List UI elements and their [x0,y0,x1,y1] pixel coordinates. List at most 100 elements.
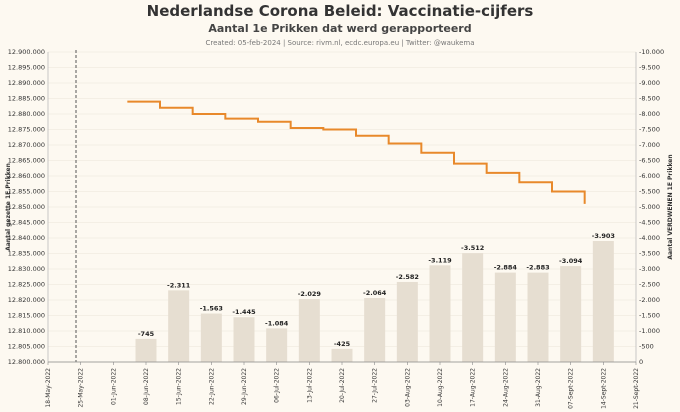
bar-value-label: -3.119 [428,256,452,264]
right-tick-label: -9.000 [639,79,660,87]
bar [298,299,320,362]
left-tick-label: 12.810.000 [8,327,45,335]
left-tick-label: 12.890.000 [8,79,45,87]
bar-value-label: -3.512 [461,244,484,252]
left-tick-label: 12.880.000 [8,110,45,118]
bar-value-label: -425 [334,340,351,348]
x-tick-label: 27-Jul-2022 [372,368,379,403]
right-tick-label: -2.500 [639,281,660,289]
right-tick-label: -8.000 [639,110,660,118]
right-tick-label: -4.500 [639,219,660,227]
bar [560,266,582,362]
bar [527,272,549,362]
right-tick-label: -8.500 [639,95,660,103]
bar-value-label: -2.883 [526,264,549,272]
bar [200,313,222,362]
chart-credits: Created: 05-feb-2024 | Source: rivm.nl, … [205,39,475,47]
left-tick-label: 12.800.000 [8,358,45,366]
x-tick-label: 21-Sept-2022 [633,368,640,409]
bar-value-label: -2.029 [298,290,322,298]
right-tick-label: -10.000 [639,48,664,56]
left-tick-label: 12.815.000 [8,312,45,320]
right-tick-label: -3.500 [639,250,660,258]
x-tick-label: 25-May-2022 [78,368,85,408]
left-tick-label: 12.855.000 [8,188,45,196]
bar [168,290,190,362]
bar [266,328,288,362]
right-tick-label: -1.000 [639,327,660,335]
x-tick-label: 10-Aug-2022 [437,368,444,407]
bar-value-label: -745 [138,330,155,338]
x-tick-label: 01-Jun-2022 [110,368,117,405]
left-tick-label: 12.895.000 [8,64,45,72]
bar-value-label: -3.094 [559,257,583,265]
right-tick-label: -7.500 [639,126,660,134]
x-tick-label: 22-Jun-2022 [208,368,215,405]
bar-value-label: -1.445 [232,308,256,316]
bar [429,265,451,362]
right-tick-label: -5.000 [639,203,660,211]
left-tick-label: 12.900.000 [8,48,45,56]
axes-layer: 12.800.000 12.805.000 12.810.000 12.815.000… [5,48,674,409]
bar-value-label: -2.064 [363,289,387,297]
x-tick-label: 29-Jun-2022 [241,368,248,405]
x-tick-label: 17-Aug-2022 [470,368,477,407]
bar [396,281,418,362]
left-tick-label: 12.875.000 [8,126,45,134]
bar-labels-layer: -745 -2.311 -1.563 -1.445 -1.084 -2.029 -425 -2… [138,232,615,348]
bar [494,272,516,362]
bar-value-label: -1.084 [265,319,289,327]
right-tick-label: -7.000 [639,141,660,149]
right-axis-label: Aantal VERDWENEN 1E Prikken [667,154,674,259]
gridlines [48,51,636,363]
bar [233,317,255,362]
left-axis-label: Aantal gezette 1E Prikken [5,163,12,251]
right-tick-label: -500 [639,343,654,351]
bar-value-label: -3.903 [592,232,615,240]
left-tick-label: 12.830.000 [8,265,45,273]
x-tick-label: 13-Jul-2022 [306,368,313,403]
chart-subtitle: Aantal 1e Prikken dat werd gerapporteerd [208,22,472,35]
bars-layer [135,241,614,362]
right-tick-label: -9.500 [639,64,660,72]
left-tick-label: 12.870.000 [8,141,45,149]
bar [592,241,614,362]
bar-value-label: -2.311 [167,281,191,289]
cumulative-line-layer [127,100,586,204]
right-tick-label: -4.000 [639,234,660,242]
right-tick-label: -1.500 [639,312,660,320]
left-tick-label: 12.820.000 [8,296,45,304]
bar-value-label: -2.884 [494,264,518,272]
bar [331,348,353,362]
right-tick-label: -2.000 [639,296,660,304]
left-tick-label: 12.840.000 [8,234,45,242]
left-tick-label: 12.885.000 [8,95,45,103]
left-tick-label: 12.850.000 [8,203,45,211]
left-tick-label: 12.865.000 [8,157,45,165]
x-tick-label: 14-Sept-2022 [600,368,607,409]
right-tick-label: -5.500 [639,188,660,196]
bar [135,338,157,362]
right-tick-label: -6.000 [639,172,660,180]
bar-value-label: -1.563 [200,305,223,313]
x-tick-label: 06-Jul-2022 [274,368,281,403]
right-tick-label: -3.000 [639,265,660,273]
left-tick-label: 12.835.000 [8,250,45,258]
bar [364,298,386,362]
left-tick-label: 12.860.000 [8,172,45,180]
left-tick-label: 12.825.000 [8,281,45,289]
chart-title: Nederlandse Corona Beleid: Vaccinatie-ci… [146,2,534,20]
x-tick-label: 20-Jul-2022 [339,368,346,403]
cumulative-first-doses-line [127,100,586,204]
x-tick-label: 07-Sept-2022 [568,368,575,409]
bar-value-label: -2.582 [396,273,419,281]
left-tick-label: 12.845.000 [8,219,45,227]
x-tick-label: 15-Jun-2022 [176,368,183,405]
bar [462,253,484,362]
right-tick-label: -6.500 [639,157,660,165]
x-tick-label: 18-May-2022 [45,368,52,408]
x-tick-label: 24-Aug-2022 [502,368,509,407]
x-tick-label: 03-Aug-2022 [404,368,411,407]
x-tick-label: 31-Aug-2022 [535,368,542,407]
